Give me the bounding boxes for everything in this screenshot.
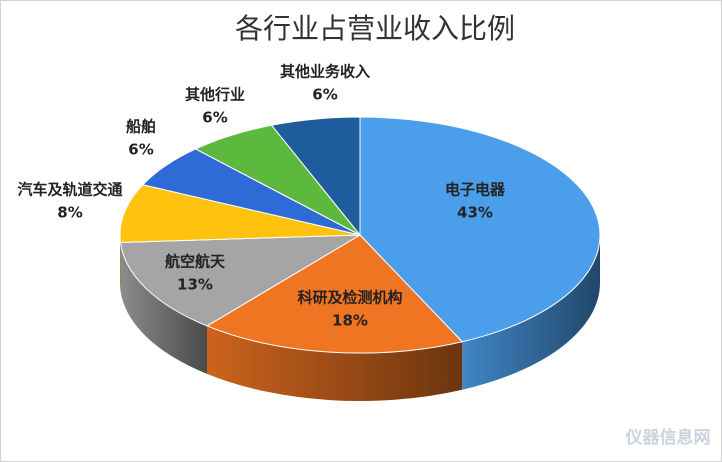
value-label: 18% xyxy=(332,312,368,330)
slice-side xyxy=(120,242,208,374)
watermark: 仪器信息网 xyxy=(625,427,711,448)
slice-label: 船舶 xyxy=(126,118,156,136)
value-label: 6% xyxy=(312,86,337,104)
slice-side xyxy=(462,235,600,390)
slice-label: 电子电器 xyxy=(445,181,506,199)
slice-label: 科研及检测机构 xyxy=(297,289,402,307)
value-label: 8% xyxy=(57,204,82,222)
value-label: 6% xyxy=(202,109,227,127)
slice xyxy=(119,234,361,327)
value-label: 13% xyxy=(177,276,213,294)
slice-label: 航空航天 xyxy=(165,253,226,271)
slice xyxy=(270,116,361,237)
chart-title: 各行业占营业收入比例 xyxy=(235,12,515,45)
slice xyxy=(119,184,361,243)
value-label: 6% xyxy=(128,141,153,159)
slice-label: 汽车及轨道交通 xyxy=(17,181,122,199)
slice xyxy=(359,116,601,343)
slice-label: 其他行业 xyxy=(185,86,245,104)
slice-label: 其他业务收入 xyxy=(280,63,370,81)
value-label: 43% xyxy=(457,204,493,222)
slice xyxy=(205,234,464,354)
